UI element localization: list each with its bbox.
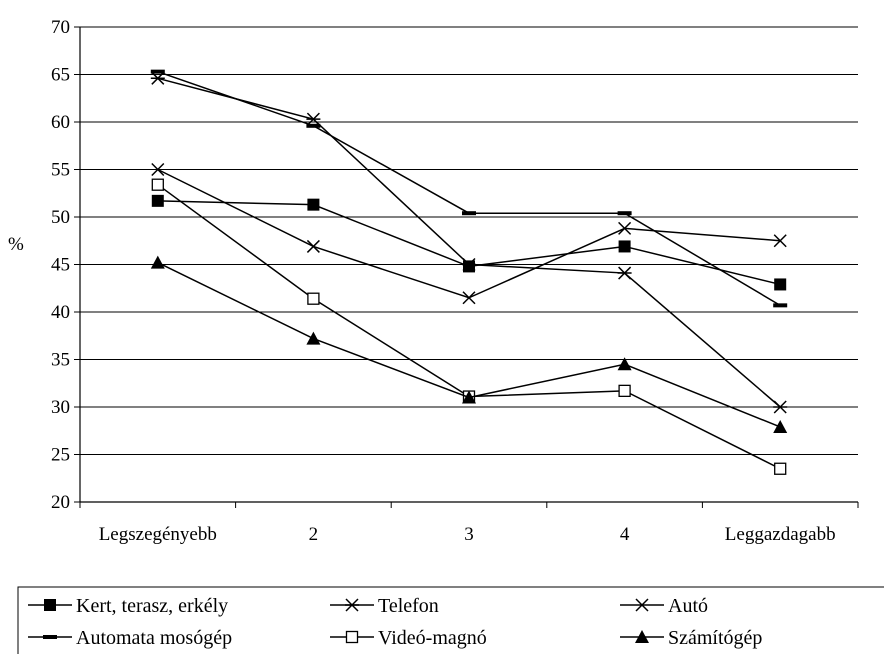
legend: Kert, terasz, erkély Telefon Autó Automata …: [18, 587, 884, 654]
y-tick-label: 20: [51, 492, 70, 513]
legend-label: Telefon: [378, 595, 439, 617]
legend-label: Számítógép: [668, 627, 762, 649]
x-tick-label: Legszegényebb: [99, 524, 217, 545]
data-point-square: [774, 278, 786, 290]
legend-label: Videó-magnó: [378, 627, 487, 649]
x-tick-labels: Legszegényebb 2 3 4 Leggazdagabb: [99, 524, 836, 545]
x-tick-label: 3: [464, 524, 474, 545]
y-tick-label: 35: [51, 350, 70, 371]
data-point-open-square: [308, 293, 319, 304]
legend-label: Autó: [668, 595, 708, 617]
data-point-dash: [43, 635, 57, 639]
legend-label: Kert, terasz, erkély: [76, 595, 228, 617]
y-tick-label: 70: [51, 17, 70, 38]
data-point-square: [307, 199, 319, 211]
data-point-triangle: [773, 420, 787, 433]
data-point-open-square: [347, 632, 358, 643]
series-4: [152, 179, 785, 474]
data-point-dash: [151, 70, 165, 74]
data-point-square: [44, 599, 56, 611]
y-tick-label: 50: [51, 207, 70, 228]
y-axis-label: %: [8, 234, 24, 255]
series-line: [158, 170, 780, 298]
data-point-x: [463, 292, 475, 304]
series-layer: [151, 70, 787, 475]
y-tick-label: 40: [51, 302, 70, 323]
data-point-asterisk: [773, 401, 787, 413]
data-point-dash: [462, 211, 476, 215]
legend-label: Automata mosógép: [76, 627, 232, 649]
x-tick-label: Leggazdagabb: [725, 524, 836, 545]
data-point-dash: [306, 124, 320, 128]
y-tick-label: 30: [51, 397, 70, 418]
y-tick-label: 55: [51, 160, 70, 181]
y-tick-label: 60: [51, 112, 70, 133]
data-point-asterisk: [618, 267, 632, 279]
series-line: [158, 78, 780, 407]
x-tick-label: 2: [309, 524, 319, 545]
data-point-open-square: [619, 385, 630, 396]
data-point-x: [307, 240, 319, 252]
series-5: [151, 256, 787, 433]
y-tick-label: 45: [51, 255, 70, 276]
series-2: [152, 164, 786, 304]
data-point-open-square: [775, 463, 786, 474]
data-point-triangle: [151, 256, 165, 269]
series-0: [152, 195, 786, 291]
data-point-open-square: [152, 179, 163, 190]
y-tick-label: 65: [51, 65, 70, 86]
y-tick-labels: 20 25 30 35 40 45 50 55 60 65 70: [51, 17, 70, 513]
series-1: [151, 72, 787, 413]
data-point-square: [152, 195, 164, 207]
data-point-square: [463, 260, 475, 272]
data-point-triangle: [306, 332, 320, 345]
y-tick-label: 25: [51, 445, 70, 466]
data-point-dash: [618, 211, 632, 215]
data-point-dash: [773, 303, 787, 307]
data-point-square: [619, 240, 631, 252]
x-tick-label: 4: [620, 524, 630, 545]
